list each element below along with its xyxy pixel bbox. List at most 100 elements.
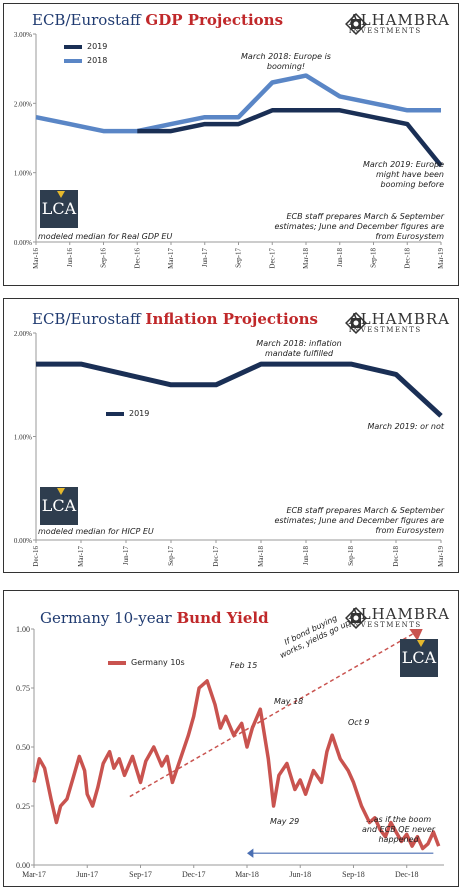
bund-note-as-if: ...as if the boom and ECB QE never happene… [362,815,435,845]
down-arrowhead-icon [246,848,254,858]
x-tick-label: Jun-17 [76,870,98,879]
x-tick-label: Jun-17 [122,546,130,566]
gdp-chart-svg: 0.00% 1.00% 2.00% 3.00% Mar-16 Jun-16 Sep-16 De… [14,31,445,269]
alhambra-star-icon [344,13,367,35]
x-tick-label: Sep-17 [235,248,243,268]
x-tick-label: Sep-17 [129,870,152,879]
x-tick-label: Dec-17 [268,248,276,269]
lca-logo: LCA [40,487,78,525]
x-tick-label: Mar-16 [32,248,40,269]
x-tick-label: Jun-18 [289,870,311,879]
x-tick-label: Mar-17 [22,870,46,879]
y-tick-label: 0.50 [16,743,30,752]
gdp-note-line: booming! [266,62,306,71]
alhambra-logo: ALHAMBRA INVESTMENTS [344,11,450,35]
inflation-note-march2019: March 2019: or not [367,422,444,431]
gdp-note-line: March 2018: Europe is [241,52,331,61]
x-tick-label: Sep-18 [370,248,378,268]
series-line-1 [36,361,443,418]
bund-note-may29: May 29 [270,817,300,826]
inflation-title: ECB/Eurostaff Inflation Projections [32,310,318,328]
bund-title-highlight: Bund Yield [176,609,269,627]
gdp-note-line: estimates; June and December figures are [274,222,444,231]
lca-logo: LCA [400,639,438,677]
inflation-title-prefix: ECB/Eurostaff [32,310,141,328]
lca-logo: LCA [40,190,78,228]
y-tick-label: 0.25 [16,802,30,811]
bund-note-feb15: Feb 15 [230,661,258,670]
x-tick-label: Sep-16 [100,248,108,268]
inflation-note-march2018: March 2018: inflation mandate fulfilled [244,339,354,359]
brand-name: ALHAMBRA [348,11,450,29]
x-tick-label: Dec-17 [212,546,220,567]
gdp-note-line: ECB staff prepares March & September [286,212,445,221]
gdp-legend-2018: 2018 [64,56,107,65]
bund-legend-label: Germany 10s [131,658,185,667]
x-tick-label: Mar-19 [437,248,445,269]
bund-note-line: ...as if the boom [365,815,432,824]
gdp-note-march2018: March 2018: Europe is booming! [226,52,346,72]
inflation-note-median: modeled median for HICP EU [38,527,154,536]
x-tick-label: Dec-16 [133,248,141,269]
y-tick-label: 2.00% [14,100,32,108]
y-tick-label: 0.75 [16,684,30,693]
brand-name: ALHAMBRA [348,310,450,328]
alhambra-star-icon [344,312,367,334]
y-tick-label: 1.00% [14,434,32,442]
gdp-title: ECB/Eurostaff GDP Projections [32,11,283,29]
bund-note-oct9: Oct 9 [348,718,370,727]
inflation-note-line: estimates; June and December figures are [274,516,444,525]
inflation-note-line: from Eurosystem [375,526,444,535]
y-tick-label: 1.00 [16,625,30,634]
gdp-legend-2019-label: 2019 [87,42,108,51]
inflation-note-ecb-staff: ECB staff prepares March & September esti… [274,506,444,536]
brand-name: ALHAMBRA [348,605,450,623]
inflation-panel: ECB/Eurostaff Inflation Projections ALHA… [3,298,459,573]
inflation-note-line: mandate fulfilled [264,349,334,358]
bund-note-line: happened [378,835,419,844]
inflation-title-highlight: Inflation Projections [145,310,319,328]
bund-panel: Germany 10-year Bund Yield ALHAMBRA INVES… [3,590,459,887]
inflation-note-line: March 2018: inflation [256,339,342,348]
y-tick-label: 0.00% [14,537,32,545]
x-tick-label: Sep-17 [167,546,175,566]
bund-title-prefix: Germany 10-year [40,609,172,627]
gdp-note-line: March 2019: Europe [362,160,444,169]
bund-legend: Germany 10s [108,658,185,667]
bund-note-line: and ECB QE never [362,825,436,834]
y-tick-label: 0.00 [16,861,30,870]
x-tick-label: Mar-19 [437,546,445,567]
alhambra-logo: ALHAMBRA INVESTMENTS [344,310,450,334]
x-tick-label: Jun-18 [336,248,344,268]
x-tick-label: Dec-18 [403,248,411,269]
x-tick-label: Dec-17 [182,870,206,879]
x-tick-label: Mar-18 [257,546,265,567]
x-tick-label: Sep-18 [342,870,365,879]
x-tick-label: Mar-17 [167,248,175,269]
inflation-legend-2019-label: 2019 [129,409,150,418]
alhambra-star-icon [344,607,367,629]
gdp-note-line: booming before [380,180,445,189]
inflation-note-line: ECB staff prepares March & September [286,506,445,515]
bund-chart-svg: 0.00 0.25 0.50 0.75 1.00 Mar-17 Jun-17 Sep-17 De… [16,625,444,879]
x-tick-label: Jun-18 [302,546,310,566]
x-tick-label: Sep-18 [347,546,355,566]
gdp-title-prefix: ECB/Eurostaff [32,11,141,29]
bund-note-may18: May 18 [274,697,304,706]
gdp-note-march2019: March 2019: Europe might have been booming… [363,160,444,190]
up-trend-arrow-line [129,630,418,798]
inflation-chart-svg: 0.00% 1.00% 2.00% Dec-16 Mar-17 Jun-17 Sep-17 D… [14,330,445,567]
y-tick-label: 1.00% [14,170,32,178]
brand-sub: INVESTMENTS [348,326,422,334]
x-tick-label: Mar-17 [77,546,85,567]
x-tick-label: Dec-18 [392,546,400,567]
brand-sub: INVESTMENTS [348,621,422,629]
x-tick-label: Dec-16 [32,546,40,567]
gdp-note-median: modeled median for Real GDP EU [38,232,173,241]
gdp-note-ecb-staff: ECB staff prepares March & September esti… [274,212,444,242]
y-tick-label: 3.00% [14,31,32,39]
gdp-note-line: might have been [375,170,444,179]
bund-title: Germany 10-year Bund Yield [40,609,269,627]
inflation-legend-2019: 2019 [106,409,149,418]
